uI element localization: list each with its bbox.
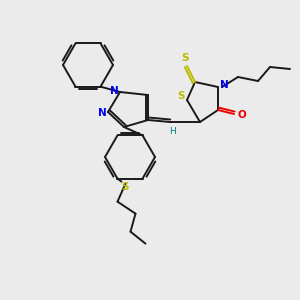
Text: N: N <box>98 108 106 118</box>
Text: N: N <box>110 86 118 96</box>
Text: H: H <box>169 127 176 136</box>
Text: O: O <box>238 110 246 120</box>
Text: N: N <box>220 80 228 90</box>
Text: S: S <box>177 91 185 101</box>
Text: S: S <box>181 53 189 63</box>
Text: S: S <box>122 182 129 192</box>
